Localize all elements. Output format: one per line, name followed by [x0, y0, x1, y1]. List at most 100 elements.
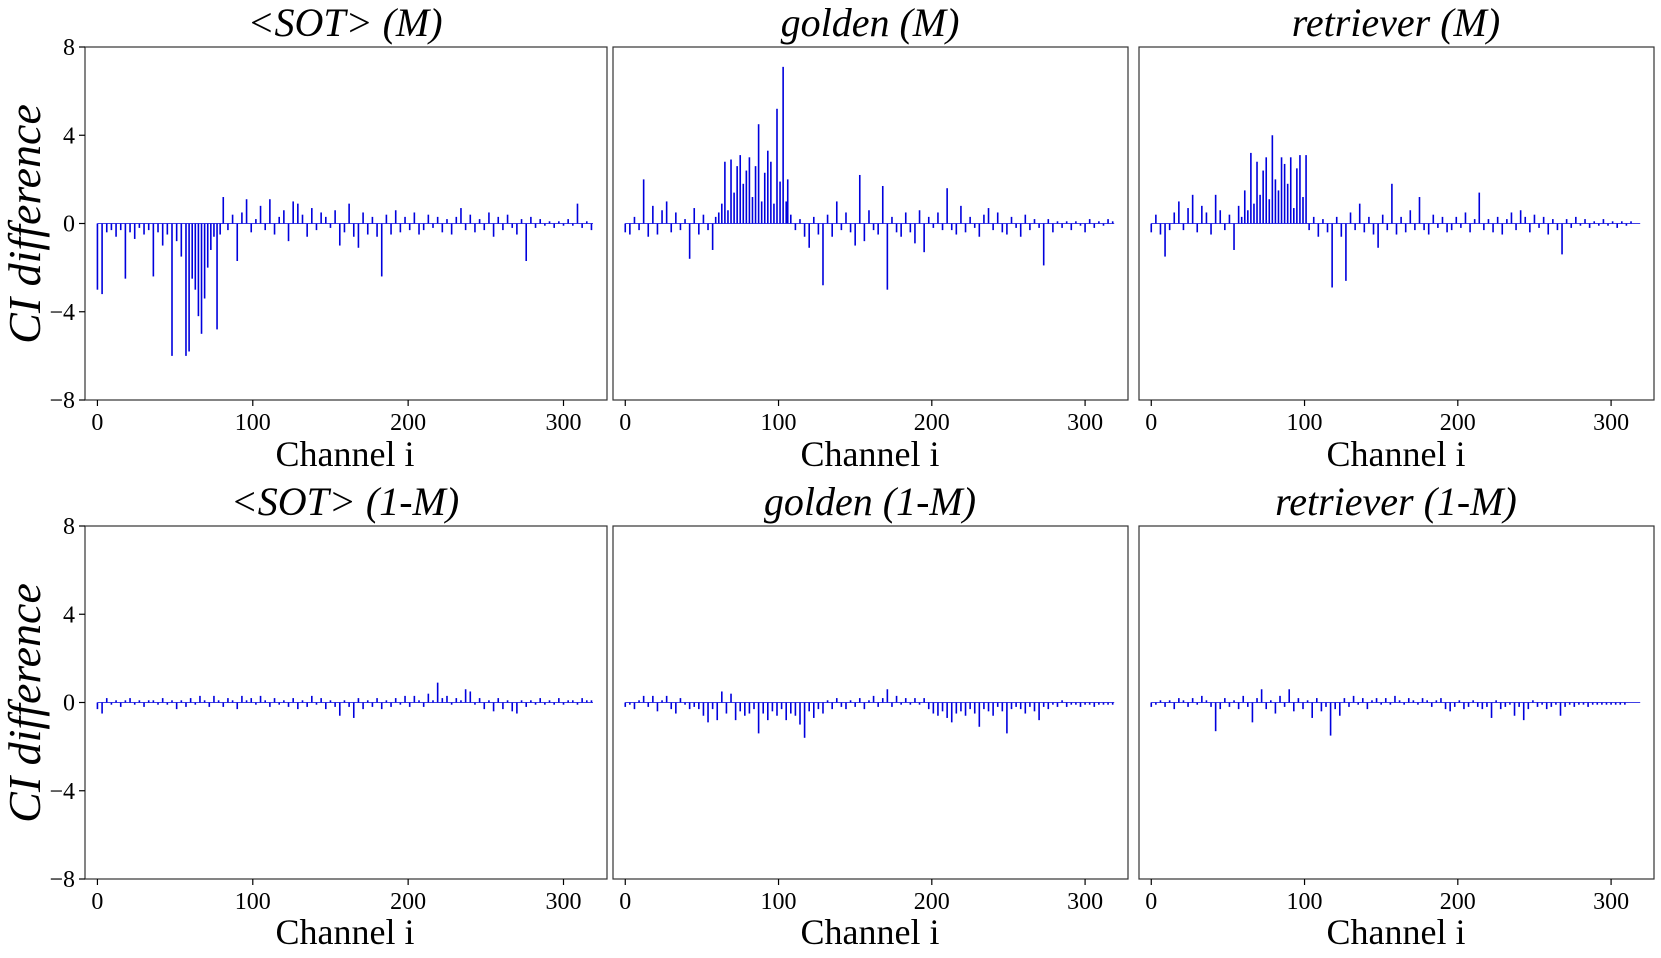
bar-channel-270	[516, 223, 518, 235]
bar-channel-252	[488, 212, 490, 224]
bar-channel-75	[1265, 702, 1268, 710]
bar-channel-114	[273, 698, 276, 703]
bar-channel-318	[590, 700, 593, 703]
bar-channel-66	[199, 695, 201, 703]
bar-channel-81	[1274, 179, 1277, 224]
bar-channel-213	[950, 223, 953, 231]
bar-channel-93	[1293, 208, 1295, 224]
bar-channel-51	[702, 702, 705, 716]
panel-sot-m: <SOT> (M) 0 100 200 300 8 4 0 −4 −8 Channel i	[49, 0, 608, 474]
bar-channel-214	[1478, 192, 1481, 224]
bar-channel-318	[590, 223, 593, 231]
bar-channel-129	[822, 702, 824, 714]
y-tick-label: −8	[49, 388, 75, 414]
bar-channel-69	[1256, 161, 1258, 224]
bar-channel-249	[483, 702, 486, 710]
bar-channel-258	[497, 698, 500, 703]
y-tick-label: −4	[49, 300, 75, 326]
bar-channel-63	[721, 691, 723, 703]
bar-channel-213	[427, 693, 430, 703]
bar-channel-36	[152, 700, 155, 703]
bar-channel-138	[311, 695, 313, 703]
bar-channel-33	[147, 700, 150, 703]
bar-channel-59	[714, 216, 717, 224]
bar-channel-240	[992, 702, 994, 716]
bar-channel-273	[1042, 702, 1045, 707]
bar-channel-195	[399, 702, 402, 705]
bar-channel-15	[647, 223, 650, 237]
bar-channel-183	[904, 698, 907, 703]
bar-channel-147	[1375, 698, 1378, 703]
bar-channel-73	[736, 166, 738, 224]
bar-channel-27	[138, 223, 141, 228]
bar-channel-291	[1070, 223, 1073, 231]
y-tick-label: −8	[49, 867, 75, 893]
bar-channel-147	[325, 216, 327, 224]
bar-channel-67	[200, 223, 203, 334]
bar-channel-112	[1322, 219, 1324, 224]
bar-channel-249	[1532, 700, 1534, 703]
bar-channel-271	[1565, 219, 1568, 224]
bar-channel-192	[394, 698, 397, 703]
bar-channel-24	[661, 210, 663, 224]
bar-channel-24	[1187, 208, 1189, 224]
bar-channel-42	[1214, 194, 1217, 224]
bar-channel-231	[978, 702, 981, 727]
bar-channel-237	[464, 689, 467, 703]
bar-channel-222	[1490, 702, 1493, 718]
bar-channel-42	[161, 223, 164, 246]
bar-channel-180	[376, 223, 378, 237]
x-tick-label: 300	[546, 410, 582, 436]
bar-channel-129	[822, 223, 824, 286]
bar-channel-109	[1317, 223, 1320, 237]
bar-channel-61	[191, 223, 193, 279]
bar-channel-270	[516, 702, 518, 714]
bar-channel-9	[638, 223, 640, 231]
bar-channel-273	[1568, 702, 1571, 705]
bar-channel-75	[739, 702, 742, 712]
bar-channel-81	[748, 702, 751, 714]
bar-channel-75	[1265, 157, 1268, 224]
bar-channel-210	[1472, 700, 1474, 703]
bar-channel-99	[250, 223, 253, 233]
bar-channel-54	[1233, 700, 1235, 703]
bar-channel-57	[711, 223, 714, 250]
bar-channel-255	[492, 702, 495, 712]
bar-channel-111	[269, 702, 271, 707]
bar-channel-193	[1446, 223, 1448, 233]
bar-channel-99	[776, 108, 778, 224]
bar-channel-294	[1601, 702, 1603, 705]
bar-channel-99	[250, 698, 253, 703]
bar-channel-63	[1247, 702, 1249, 707]
bar-channel-78	[217, 700, 220, 703]
bar-channel-153	[1384, 698, 1387, 703]
bar-channel-297	[1605, 702, 1608, 705]
bar-channel-84	[1279, 695, 1281, 703]
bar-channel-79	[745, 170, 748, 224]
bar-channel-189	[390, 702, 392, 707]
bar-channel-318	[1111, 221, 1114, 224]
bar-channel-195	[923, 223, 925, 253]
bar-channel-282	[1056, 702, 1059, 707]
bar-channel-0	[1150, 223, 1153, 233]
bars	[96, 682, 593, 718]
bar-channel-219	[960, 205, 962, 224]
bar-channel-189	[914, 698, 916, 703]
bar-channel-252	[1010, 216, 1013, 224]
bar-channel-18	[652, 695, 654, 703]
bar-channel-39	[157, 702, 159, 705]
bar-channel-48	[698, 702, 700, 710]
bar-channel-90	[236, 223, 239, 262]
bar-channel-207	[418, 223, 420, 235]
bar-channel-198	[927, 216, 930, 224]
bar-channel-267	[1559, 702, 1562, 716]
bar-channel-87	[757, 702, 760, 734]
bar-channel-174	[891, 216, 893, 224]
bar-channel-6	[105, 698, 108, 703]
bar-channel-291	[1596, 702, 1599, 705]
bar-channel-243	[474, 223, 476, 233]
bar-channel-153	[334, 702, 336, 707]
bar-channel-240	[469, 214, 472, 224]
bar-channel-78	[1270, 700, 1272, 703]
bar-channel-147	[849, 223, 852, 233]
